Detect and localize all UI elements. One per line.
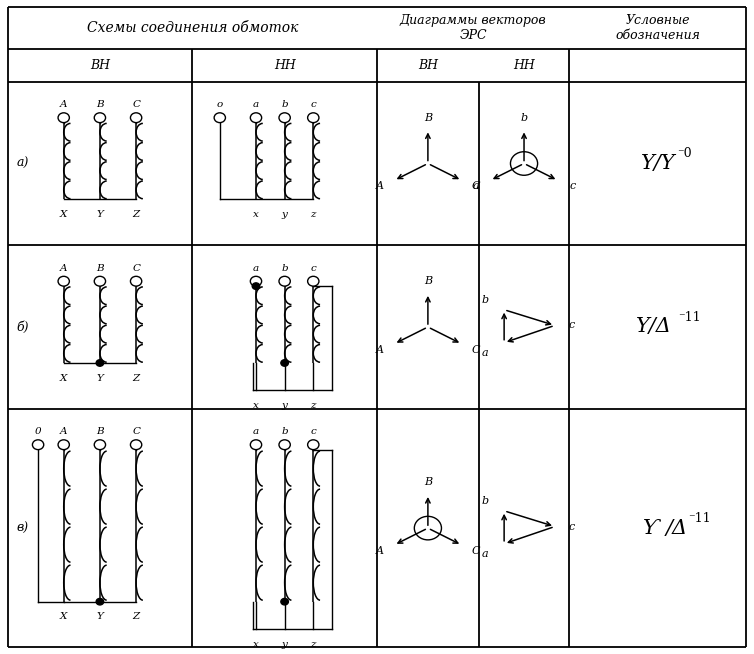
Circle shape	[279, 277, 290, 286]
Text: ВН: ВН	[90, 59, 110, 72]
Text: A: A	[375, 546, 384, 556]
Text: B: B	[96, 100, 104, 109]
Text: a: a	[482, 347, 489, 358]
Text: a: a	[253, 427, 259, 436]
Circle shape	[96, 360, 103, 366]
Circle shape	[94, 277, 106, 286]
Text: z: z	[311, 401, 316, 410]
Text: c: c	[311, 264, 316, 273]
Text: b: b	[482, 496, 489, 506]
Circle shape	[279, 113, 290, 123]
Text: ⁻11: ⁻11	[688, 512, 711, 525]
Text: b: b	[482, 295, 489, 305]
Text: C: C	[132, 264, 140, 273]
Text: X: X	[60, 210, 67, 219]
Text: НН: НН	[274, 59, 296, 72]
Text: Y/Δ: Y/Δ	[636, 317, 672, 337]
Text: Y: Y	[97, 373, 103, 383]
Circle shape	[96, 598, 103, 605]
Text: C: C	[132, 100, 140, 109]
Circle shape	[58, 439, 69, 450]
Text: y: y	[282, 640, 287, 649]
Text: в): в)	[17, 522, 29, 534]
Text: y: y	[282, 210, 287, 219]
Text: a: a	[253, 264, 259, 273]
Text: C: C	[472, 345, 480, 355]
Circle shape	[94, 439, 106, 450]
Circle shape	[308, 439, 319, 450]
Circle shape	[130, 277, 142, 286]
Text: Y: Y	[97, 210, 103, 219]
Text: C: C	[132, 427, 140, 436]
Text: c: c	[569, 181, 575, 192]
Circle shape	[94, 113, 106, 123]
Circle shape	[58, 277, 69, 286]
Circle shape	[279, 439, 290, 450]
Text: B: B	[424, 477, 432, 487]
Circle shape	[308, 113, 319, 123]
Text: A: A	[375, 181, 384, 192]
Text: c: c	[311, 100, 316, 109]
Text: b: b	[281, 264, 288, 273]
Text: НН: НН	[513, 59, 535, 72]
Text: Диаграммы векторов
ЭРС: Диаграммы векторов ЭРС	[400, 14, 547, 42]
Circle shape	[250, 113, 262, 123]
Text: Z: Z	[133, 612, 139, 621]
Circle shape	[130, 439, 142, 450]
Text: x: x	[253, 640, 259, 649]
Text: B: B	[424, 112, 432, 123]
Text: /Δ: /Δ	[666, 519, 688, 538]
Text: y: y	[282, 401, 287, 410]
Text: B: B	[96, 264, 104, 273]
Text: ВН: ВН	[418, 59, 438, 72]
Circle shape	[250, 277, 262, 286]
Text: X: X	[60, 373, 67, 383]
Text: b: b	[281, 100, 288, 109]
Text: A: A	[60, 427, 67, 436]
Circle shape	[308, 277, 319, 286]
Text: a: a	[482, 549, 489, 559]
Text: Z: Z	[133, 210, 139, 219]
Text: B: B	[96, 427, 104, 436]
Text: b: b	[520, 112, 528, 123]
Text: c: c	[569, 320, 575, 330]
Circle shape	[252, 283, 259, 289]
Text: A: A	[375, 345, 384, 355]
Text: ⁻0: ⁻0	[677, 147, 691, 160]
Circle shape	[32, 439, 44, 450]
Circle shape	[130, 113, 142, 123]
Text: a: a	[253, 100, 259, 109]
Circle shape	[214, 113, 225, 123]
Text: o: o	[216, 100, 223, 109]
Text: z: z	[311, 640, 316, 649]
Text: Z: Z	[133, 373, 139, 383]
Text: Y: Y	[97, 612, 103, 621]
Text: C: C	[472, 181, 480, 192]
Text: A: A	[60, 264, 67, 273]
Text: a: a	[473, 181, 479, 192]
Text: 0: 0	[35, 427, 41, 436]
Text: b: b	[281, 427, 288, 436]
Text: C: C	[472, 546, 480, 556]
Circle shape	[280, 598, 288, 605]
Text: Условные
обозначения: Условные обозначения	[615, 14, 700, 42]
Text: ⁻11: ⁻11	[678, 311, 701, 324]
Text: а): а)	[17, 157, 29, 170]
Text: c: c	[311, 427, 316, 436]
Text: Схемы соединения обмоток: Схемы соединения обмоток	[87, 21, 298, 35]
Text: A: A	[60, 100, 67, 109]
Text: Ƴ: Ƴ	[642, 519, 658, 538]
Circle shape	[58, 113, 69, 123]
Text: б): б)	[17, 320, 29, 334]
Text: x: x	[253, 401, 259, 410]
Circle shape	[250, 439, 262, 450]
Text: X: X	[60, 612, 67, 621]
Text: B: B	[424, 276, 432, 286]
Text: Y/Y: Y/Y	[641, 154, 675, 173]
Text: x: x	[253, 210, 259, 219]
Circle shape	[280, 360, 288, 366]
Text: c: c	[569, 521, 575, 532]
Text: z: z	[311, 210, 316, 219]
